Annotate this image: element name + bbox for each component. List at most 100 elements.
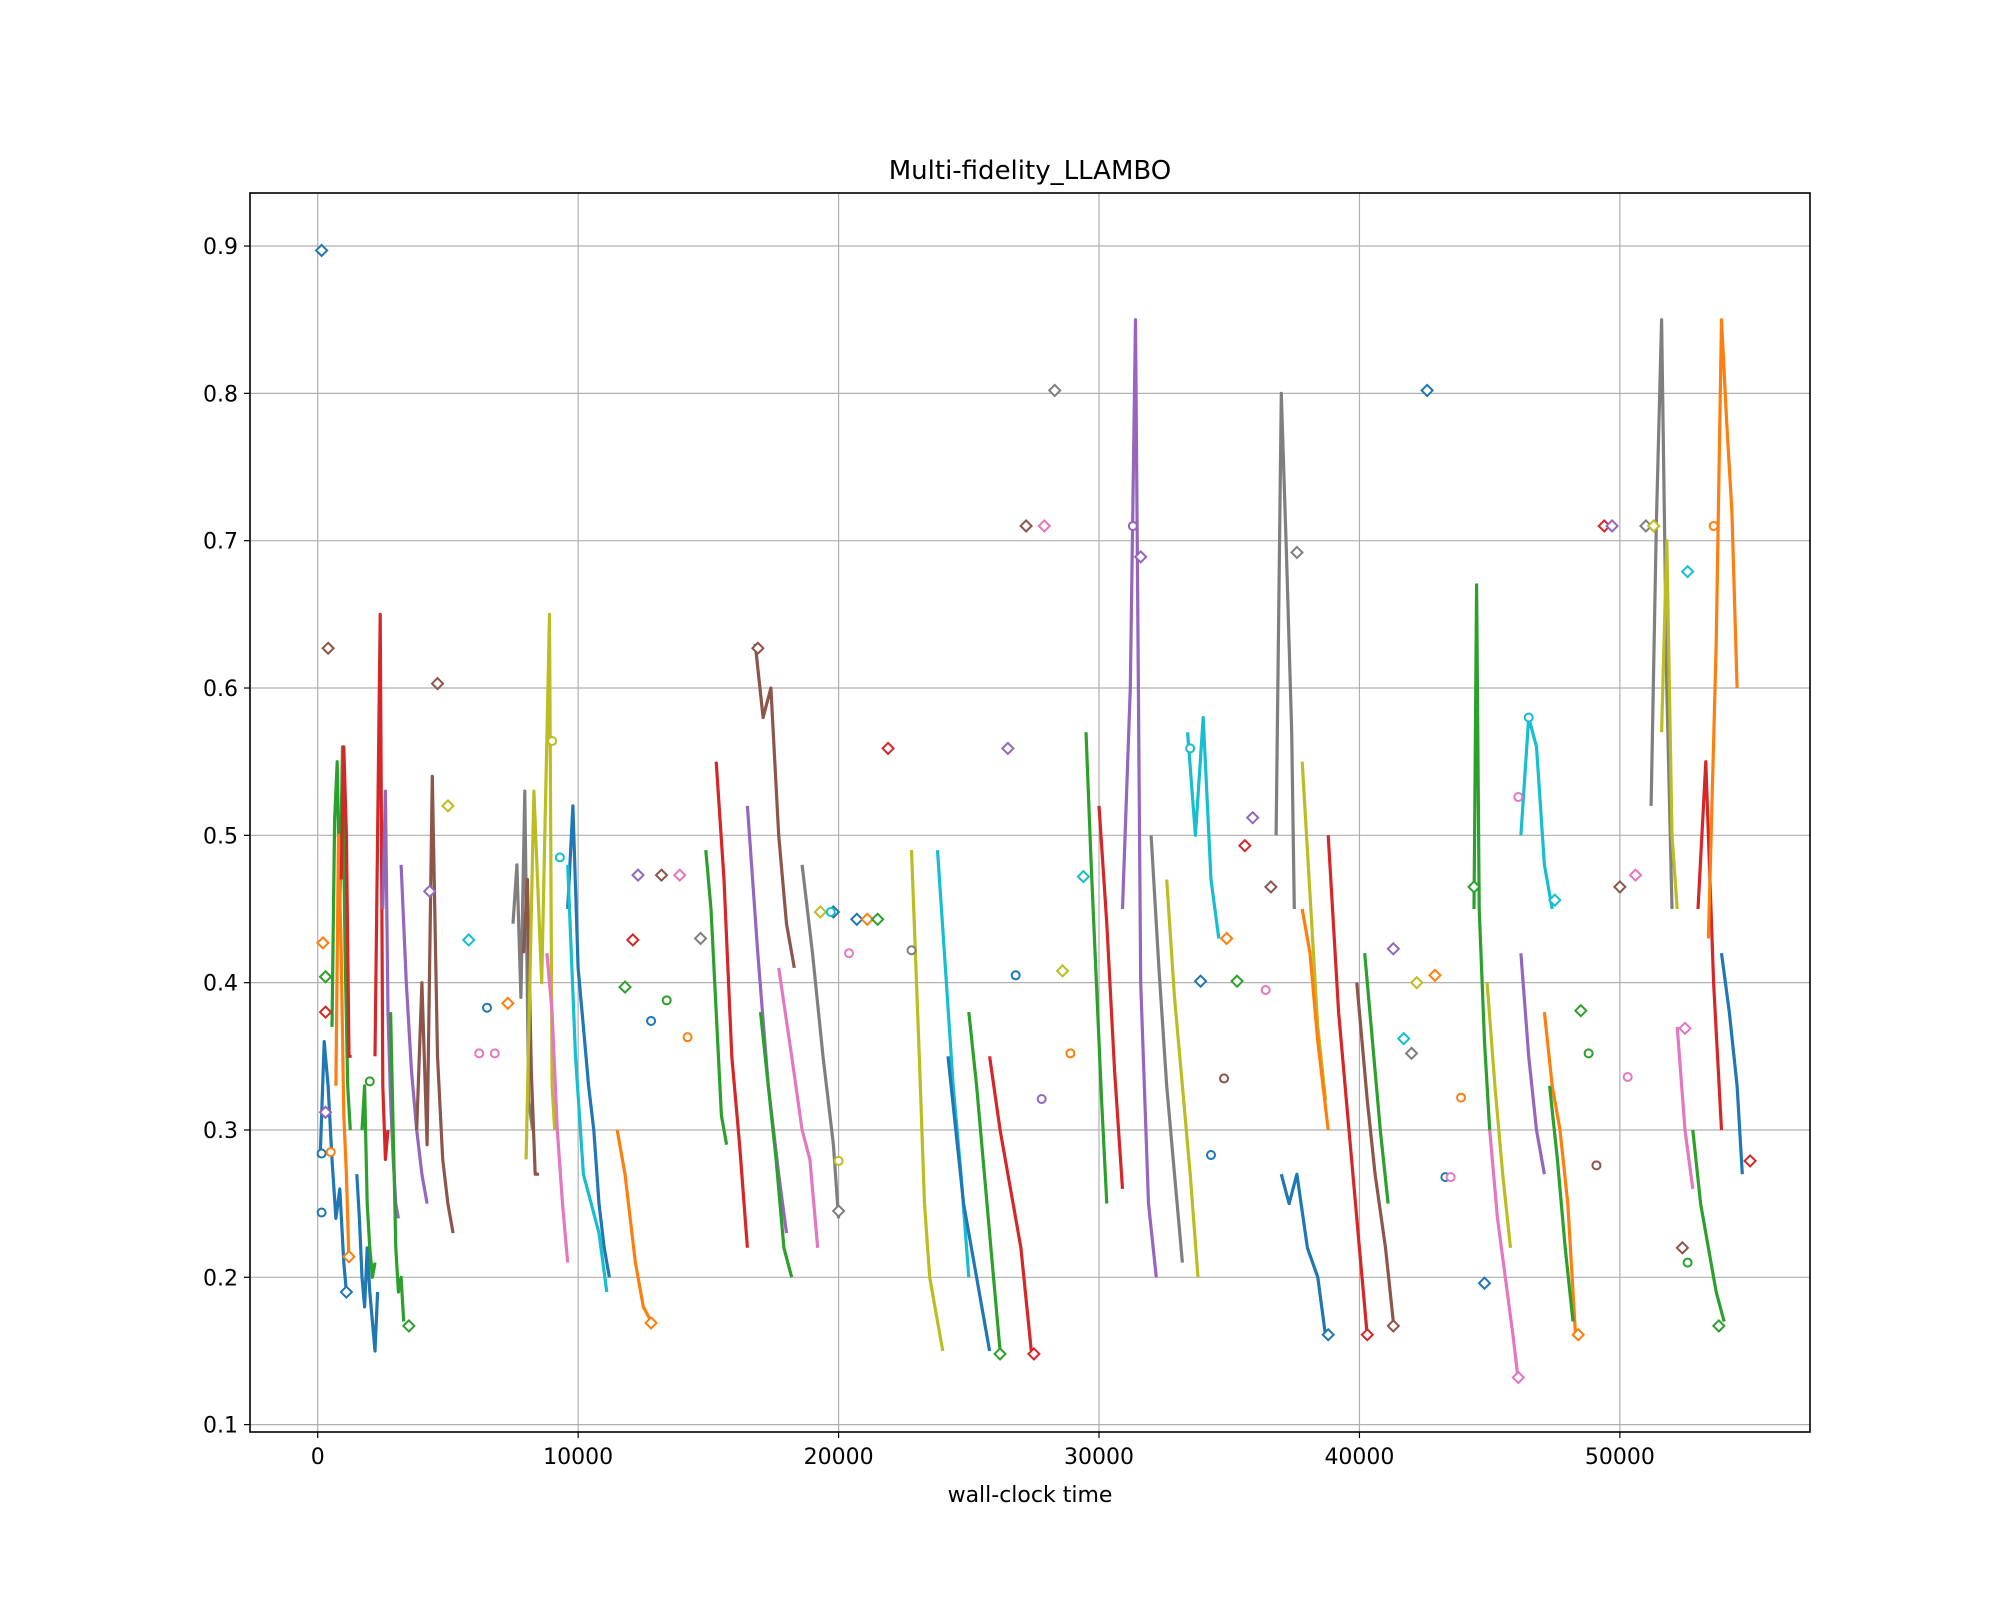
y-tick-label: 0.6 bbox=[203, 677, 238, 702]
series-line bbox=[758, 1011, 794, 1278]
diamond-marker bbox=[441, 798, 455, 813]
x-tick-label: 40000 bbox=[1324, 1445, 1394, 1470]
diamond-marker bbox=[813, 905, 828, 919]
series-line bbox=[1706, 318, 1739, 939]
series-line bbox=[615, 1129, 653, 1323]
diamond-marker bbox=[1321, 1327, 1336, 1342]
diamond-marker bbox=[870, 912, 885, 927]
circle-marker bbox=[1583, 1048, 1594, 1059]
diamond-marker bbox=[1680, 564, 1695, 579]
series-line bbox=[1660, 539, 1679, 910]
diamond-marker bbox=[316, 935, 330, 950]
diamond-marker bbox=[1219, 931, 1234, 946]
diamond-marker bbox=[318, 969, 333, 984]
series-line bbox=[714, 761, 749, 1248]
diamond-marker bbox=[1420, 383, 1435, 398]
diamond-marker bbox=[849, 912, 864, 927]
series-line bbox=[1149, 835, 1184, 1263]
series-line bbox=[1186, 715, 1221, 939]
diamond-marker bbox=[1230, 974, 1244, 989]
ticks: 0 10000 20000 30000 40000 50000 0.1 0.2 0.3 0.4 0.… bbox=[203, 235, 1655, 1470]
circle-marker bbox=[682, 1032, 693, 1043]
diamond-marker bbox=[422, 884, 437, 899]
series-line bbox=[1548, 1085, 1575, 1322]
circle-marker bbox=[1708, 520, 1719, 531]
circle-marker bbox=[481, 1002, 492, 1013]
circle-marker bbox=[1185, 743, 1196, 754]
series-line bbox=[399, 864, 429, 1204]
series-line bbox=[415, 774, 455, 1234]
series-line bbox=[1326, 835, 1369, 1337]
diamond-marker bbox=[401, 1319, 416, 1333]
series-line bbox=[1363, 953, 1390, 1204]
diamond-marker bbox=[672, 868, 687, 883]
circle-marker bbox=[316, 1148, 327, 1159]
diamond-marker bbox=[1612, 879, 1627, 894]
series-line bbox=[1274, 391, 1296, 910]
series-line bbox=[511, 789, 535, 1131]
series-line bbox=[753, 643, 796, 969]
series-line bbox=[1097, 805, 1125, 1190]
diamond-marker bbox=[1573, 1003, 1588, 1018]
diamond-marker bbox=[1743, 1154, 1758, 1168]
diamond-marker bbox=[1477, 1276, 1492, 1291]
y-tick-label: 0.7 bbox=[203, 530, 238, 555]
y-tick-label: 0.8 bbox=[203, 382, 238, 407]
series-line bbox=[946, 1056, 992, 1352]
series-line bbox=[1300, 908, 1330, 1131]
diamond-marker bbox=[1675, 1240, 1690, 1255]
x-axis-label: wall-clock time bbox=[948, 1483, 1113, 1508]
series-line bbox=[1084, 732, 1109, 1204]
diamond-marker bbox=[1628, 868, 1643, 883]
series-line bbox=[1485, 982, 1513, 1248]
diamond-marker bbox=[1245, 810, 1260, 825]
series-line bbox=[1488, 1129, 1520, 1381]
circle-marker bbox=[364, 1076, 375, 1087]
series-line bbox=[1279, 1172, 1328, 1337]
diamond-marker bbox=[1711, 1319, 1726, 1333]
diamond-marker bbox=[1428, 968, 1442, 983]
circle-marker bbox=[1523, 712, 1534, 723]
series-line bbox=[800, 864, 841, 1219]
diamond-marker bbox=[993, 1347, 1007, 1361]
grid bbox=[250, 193, 1810, 1432]
series-line bbox=[1355, 982, 1395, 1322]
circle-marker bbox=[1456, 1092, 1467, 1103]
circle-marker bbox=[1036, 1094, 1047, 1105]
y-tick-label: 0.4 bbox=[203, 972, 238, 997]
x-tick-label: 20000 bbox=[804, 1445, 874, 1470]
circle-marker bbox=[1513, 792, 1524, 803]
y-tick-label: 0.1 bbox=[203, 1414, 238, 1439]
diamond-marker bbox=[1547, 893, 1562, 908]
diamond-marker bbox=[631, 868, 645, 883]
series-line bbox=[389, 1012, 406, 1322]
circle-marker bbox=[661, 995, 672, 1006]
circle-marker bbox=[547, 736, 558, 747]
diamond-marker bbox=[321, 641, 336, 656]
series-line bbox=[566, 864, 609, 1293]
circle-marker bbox=[825, 906, 836, 917]
diamond-marker bbox=[1076, 869, 1091, 884]
diamond-marker bbox=[461, 933, 476, 947]
series-line bbox=[1519, 953, 1546, 1175]
series-line bbox=[566, 804, 611, 1278]
circle-marker bbox=[906, 945, 917, 956]
circle-marker bbox=[1065, 1048, 1076, 1059]
diamond-marker bbox=[1047, 383, 1062, 398]
series-line bbox=[373, 612, 390, 1162]
diamond-marker bbox=[500, 996, 515, 1011]
circle-marker bbox=[1206, 1150, 1217, 1161]
diamond-marker bbox=[1511, 1370, 1526, 1385]
diamond-marker bbox=[618, 980, 632, 994]
plot-area bbox=[318, 318, 1744, 1381]
series-line bbox=[1519, 715, 1554, 910]
series-line bbox=[909, 850, 945, 1352]
circle-marker bbox=[474, 1048, 485, 1059]
series-line bbox=[777, 967, 820, 1248]
diamond-marker bbox=[644, 1316, 658, 1330]
circle-marker bbox=[843, 948, 854, 959]
diamond-marker bbox=[1386, 941, 1401, 956]
series-line bbox=[704, 849, 729, 1145]
diamond-marker bbox=[1037, 519, 1052, 533]
